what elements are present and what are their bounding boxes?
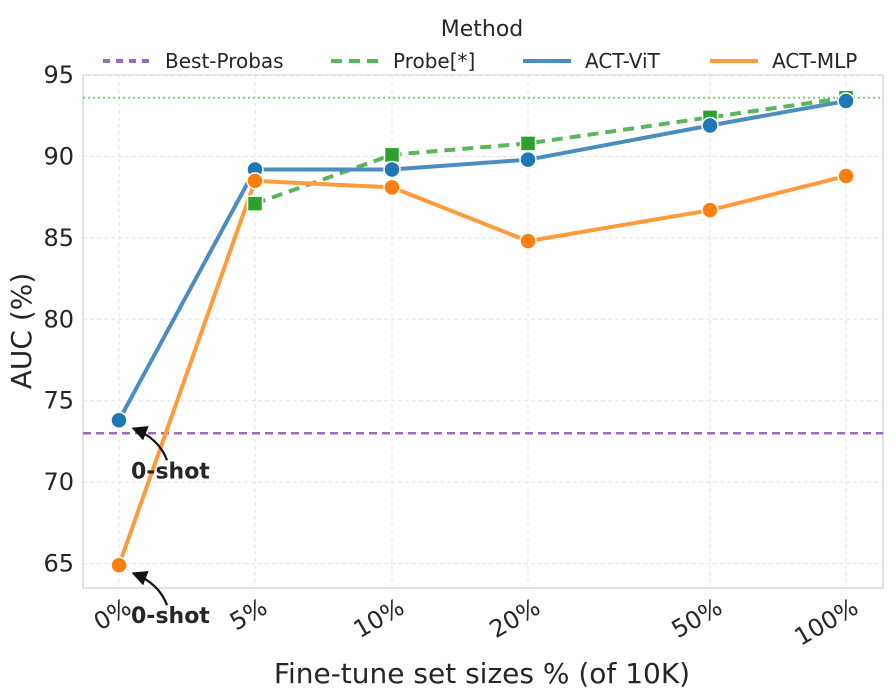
x-tick-label: 0% [89,593,136,636]
y-tick-label: 85 [43,224,74,252]
act-mlp-point [246,172,264,190]
zero-shot-annotation: 0-shot [131,459,210,484]
act-vit-point [837,92,855,110]
act-mlp-point [110,556,128,574]
probe-point [383,146,401,164]
x-tick-label: 100% [790,593,863,652]
act-mlp-point [701,201,719,219]
act-vit-point [701,116,719,135]
series-layer [110,89,855,574]
act-vit-point [383,160,401,179]
act-mlp-point [519,232,537,250]
x-tick-label: 50% [667,593,727,644]
annotation-arrow [131,570,169,606]
legend-label-best-probas: Best-Probas [165,49,284,73]
act-vit-line [117,99,847,422]
zero-shot-annotation: 0-shot [131,604,210,629]
y-tick-label: 75 [43,387,74,415]
act-mlp-point [837,167,855,185]
legend-label-probe: Probe[*] [393,49,475,73]
act-mlp-line [117,174,847,566]
grid [83,74,883,588]
legend-items: Best-Probas Probe[*] ACT-ViT ACT-MLP [103,49,857,73]
legend-label-act-mlp: ACT-MLP [772,49,857,73]
legend-title: Method [441,17,524,42]
y-tick-label: 95 [43,61,74,89]
x-tick-label: 5% [225,593,272,636]
annotations: 0-shot 0-shot [131,426,210,629]
x-tick-label: 10% [349,593,409,644]
act-mlp-point [383,178,401,197]
act-vit-point [519,150,537,169]
y-tick-label: 80 [43,305,74,333]
annotation-arrow [131,426,169,461]
x-tick-label: 20% [485,593,545,644]
x-axis-label: Fine-tune set sizes % (of 10K) [274,657,690,690]
y-tick-label: 70 [43,468,74,496]
y-ticks: 65 70 75 80 85 90 95 [43,61,74,578]
legend: Method Best-Probas Probe[*] ACT-ViT ACT-MLP [103,17,857,73]
legend-label-act-vit: ACT-ViT [585,49,661,73]
reference-lines [83,96,883,435]
y-axis-label: AUC (%) [5,273,38,390]
probe-point [246,195,264,212]
y-tick-label: 90 [43,142,74,170]
plot-area [82,74,884,589]
y-tick-label: 65 [43,550,74,578]
probe-point [519,135,537,152]
act-vit-point [110,411,128,430]
